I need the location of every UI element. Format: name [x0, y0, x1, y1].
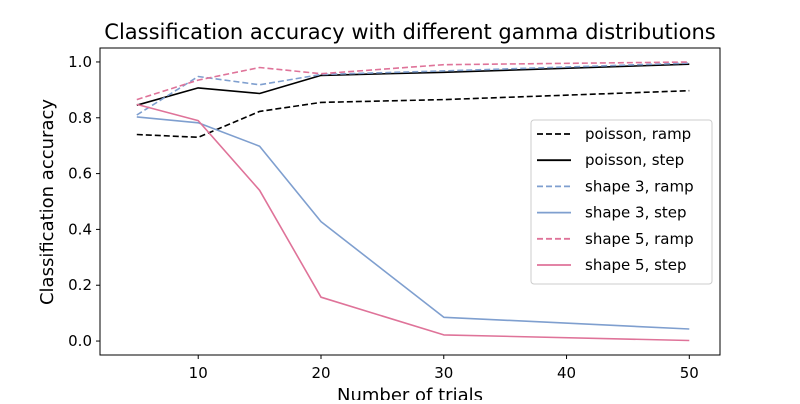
- series-line-shape-5-step: [136, 103, 690, 342]
- y-tick-label: 0.6: [68, 165, 92, 183]
- plot-lines: [136, 61, 690, 342]
- series-line-shape-3-step: [136, 116, 690, 330]
- x-tick-label: 50: [680, 364, 699, 382]
- legend-label-poisson-ramp: poisson, ramp: [585, 125, 691, 143]
- x-axis-ticks: 10 20 30 40 50: [189, 355, 699, 382]
- y-axis-ticks: 0.0 0.2 0.4 0.6 0.8 1.0: [68, 53, 100, 350]
- y-tick-label: 0.2: [68, 276, 92, 294]
- legend-box: [530, 119, 713, 285]
- y-tick-label: 1.0: [68, 53, 92, 71]
- legend-label-shape-5-ramp: shape 5, ramp: [585, 230, 694, 248]
- y-tick-label: 0.8: [68, 109, 92, 127]
- series-line-shape-5-ramp: [136, 61, 690, 101]
- y-tick-label: 0.0: [68, 332, 92, 350]
- legend-label-shape-3-ramp: shape 3, ramp: [585, 177, 694, 195]
- x-tick-label: 30: [434, 364, 453, 382]
- legend-label-shape-3-step: shape 3, step: [585, 204, 687, 222]
- legend-label-poisson-step: poisson, step: [585, 151, 684, 169]
- legend-label-shape-5-step: shape 5, step: [585, 256, 687, 274]
- series-line-poisson-step: [136, 63, 690, 106]
- series-line-shape-3-ramp: [136, 62, 690, 116]
- x-tick-label: 10: [189, 364, 208, 382]
- legend: poisson, ramp poisson, step shape 3, ramp s…: [530, 119, 713, 285]
- series-line-poisson-ramp: [136, 89, 690, 139]
- x-axis-label: Number of trials: [337, 385, 483, 400]
- x-tick-label: 20: [311, 364, 330, 382]
- y-axis-label: Classification accuracy: [37, 99, 58, 305]
- plot-area-frame: [99, 47, 721, 356]
- x-tick-label: 40: [557, 364, 576, 382]
- y-tick-label: 0.4: [68, 220, 92, 238]
- chart-title: Classification accuracy with different g…: [104, 20, 715, 44]
